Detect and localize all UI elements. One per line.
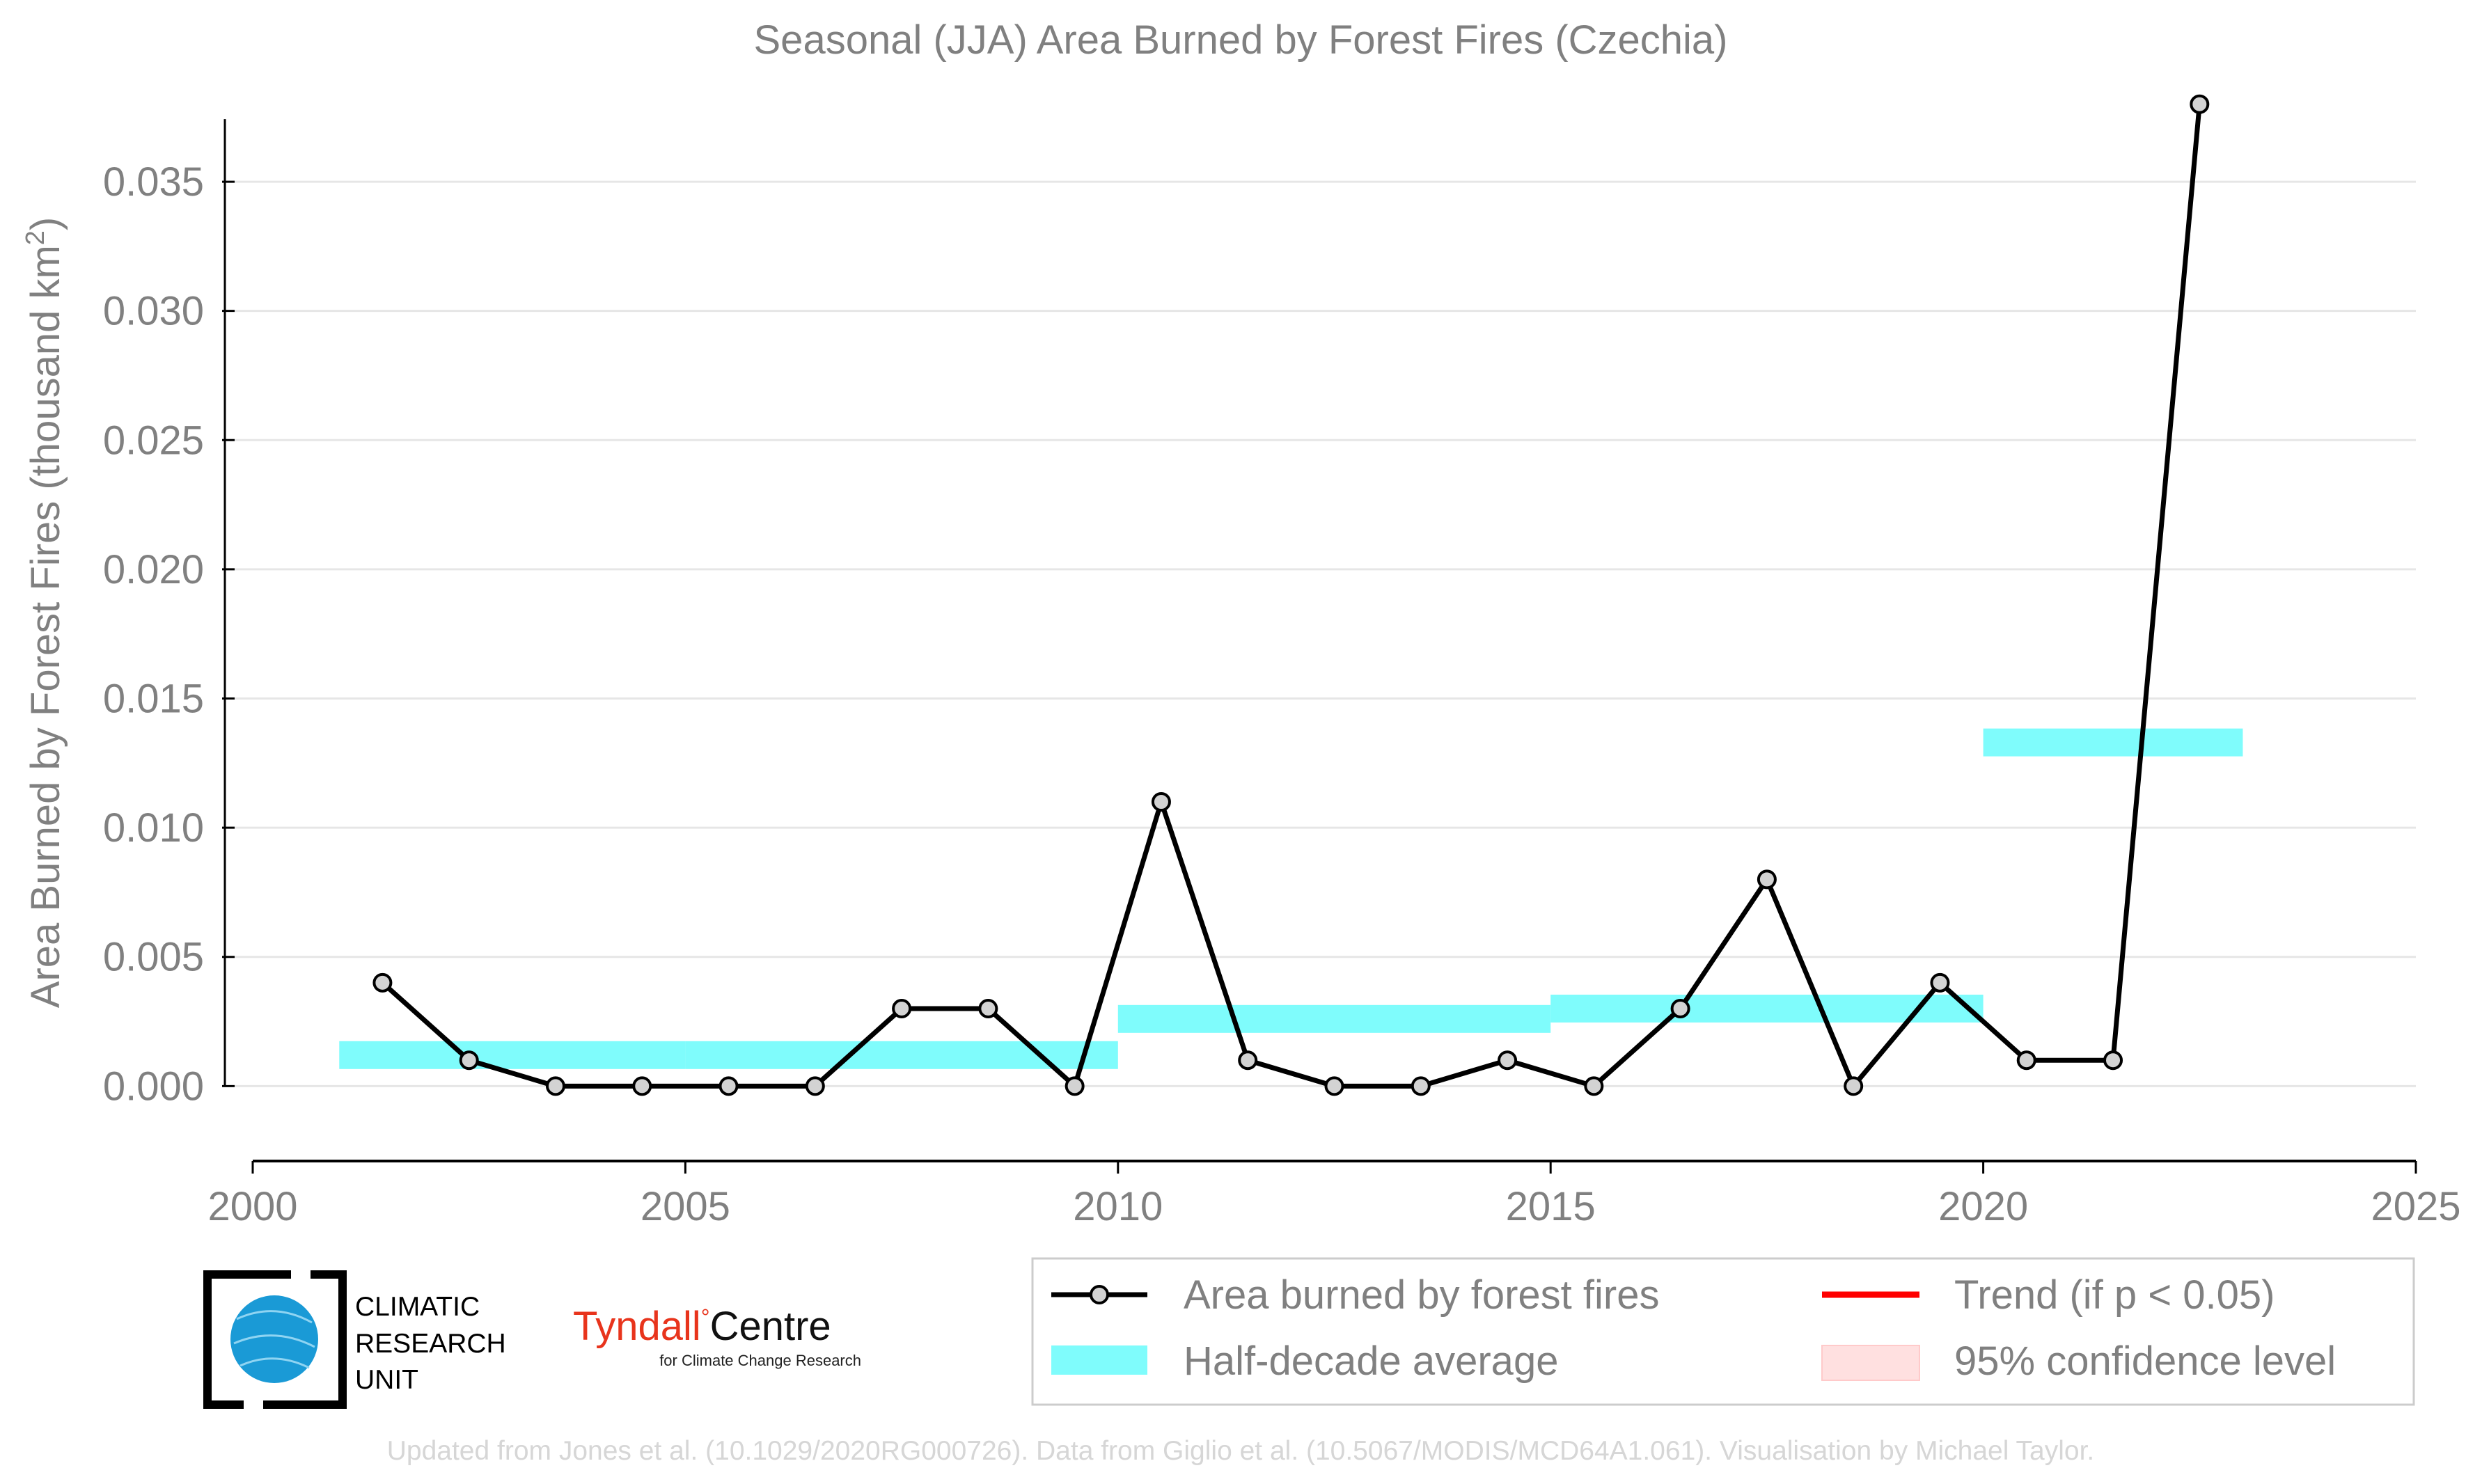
legend-label-half-decade: Half-decade average xyxy=(1184,1339,1558,1384)
half-decade-band xyxy=(1983,728,2243,757)
half-decade-band xyxy=(1117,1004,1551,1033)
legend-swatch-confidence xyxy=(1821,1345,1920,1381)
y-axis-label: Area Burned by Forest Fires (thousand km… xyxy=(21,217,68,1009)
series-line-group xyxy=(381,104,2202,1089)
half-decade-band xyxy=(685,1041,1118,1069)
data-point xyxy=(1584,1076,1604,1096)
legend-swatch-half-decade xyxy=(1051,1345,1147,1375)
data-point xyxy=(1757,869,1777,890)
tyndall-word-b: Centre xyxy=(710,1304,831,1349)
data-point xyxy=(1670,998,1690,1018)
tick-labels: 0.000 0.005 0.010 0.015 0.020 0.025 0.030 0.035… xyxy=(103,159,2461,1229)
credit-line: Updated from Jones et al. (10.1029/2020R… xyxy=(387,1436,2095,1466)
globe-lines xyxy=(233,1310,315,1369)
half-decade-bands xyxy=(339,728,2243,1069)
y-tick-label: 0.000 xyxy=(103,1064,204,1109)
y-tick-label: 0.030 xyxy=(103,289,204,334)
cru-line-2: RESEARCH xyxy=(355,1329,506,1359)
x-tick-label: 2020 xyxy=(1938,1184,2028,1229)
y-tick-label: 0.015 xyxy=(103,677,204,722)
x-tick-label: 2005 xyxy=(641,1184,730,1229)
grid-lines xyxy=(225,180,2416,1087)
legend-label-confidence: 95% confidence level xyxy=(1954,1339,2336,1384)
legend-marker-area-burned xyxy=(1090,1285,1109,1304)
legend-frame xyxy=(1031,1257,2415,1406)
data-point xyxy=(1238,1050,1258,1071)
cru-line-3: UNIT xyxy=(355,1365,418,1395)
legend-label-trend: Trend (if p < 0.05) xyxy=(1954,1272,2275,1318)
legend: Area burned by forest fires Trend (if p … xyxy=(1031,1257,2415,1406)
y-tick-label: 0.025 xyxy=(103,418,204,463)
data-point xyxy=(2103,1050,2123,1071)
y-tick-label: 0.010 xyxy=(103,805,204,851)
axes xyxy=(222,119,2417,1174)
data-point xyxy=(1324,1076,1344,1096)
data-point xyxy=(632,1076,652,1096)
data-point xyxy=(1930,972,1950,993)
tyndall-word-a: Tyndall xyxy=(573,1304,701,1349)
x-tick-label: 2010 xyxy=(1073,1184,1163,1229)
data-point xyxy=(459,1050,479,1071)
y-axis-label-tail: ) xyxy=(23,217,68,230)
x-tick-label: 2025 xyxy=(2371,1184,2460,1229)
tyndall-logo-text: Tyndall°Centre xyxy=(573,1304,831,1349)
half-decade-band xyxy=(339,1041,686,1069)
cru-logo-bracket-left xyxy=(203,1270,291,1409)
data-point xyxy=(718,1076,739,1096)
data-point xyxy=(545,1076,565,1096)
data-point xyxy=(2190,94,2210,114)
chart-title: Seasonal (JJA) Area Burned by Forest Fir… xyxy=(754,17,1728,63)
y-tick-label: 0.035 xyxy=(103,159,204,205)
data-point xyxy=(372,972,393,993)
y-tick-label: 0.005 xyxy=(103,935,204,980)
cru-logo: CLIMATIC RESEARCH UNIT xyxy=(203,1270,506,1409)
data-point xyxy=(1498,1050,1518,1071)
data-point xyxy=(1151,792,1171,812)
x-tick-label: 2015 xyxy=(1506,1184,1596,1229)
y-tick-label: 0.020 xyxy=(103,547,204,592)
legend-label-area-burned: Area burned by forest fires xyxy=(1184,1272,1659,1318)
tyndall-logo: Tyndall°Centre for Climate Change Resear… xyxy=(573,1304,861,1369)
x-tick-label: 2000 xyxy=(207,1184,297,1229)
data-point xyxy=(1844,1076,1864,1096)
data-point xyxy=(978,998,998,1018)
data-point xyxy=(1411,1076,1431,1096)
cru-logo-bracket-right xyxy=(263,1270,347,1409)
cru-line-1: CLIMATIC xyxy=(355,1292,480,1322)
data-point xyxy=(1065,1076,1085,1096)
series-line xyxy=(381,104,2202,1089)
data-point xyxy=(805,1076,825,1096)
y-axis-label-sup: 2 xyxy=(21,230,50,245)
series-markers xyxy=(372,94,2210,1096)
data-point xyxy=(2016,1050,2036,1071)
tyndall-subtitle: for Climate Change Research xyxy=(659,1352,861,1369)
y-axis-label-main: Area Burned by Forest Fires (thousand km xyxy=(23,245,68,1008)
data-point xyxy=(892,998,912,1018)
